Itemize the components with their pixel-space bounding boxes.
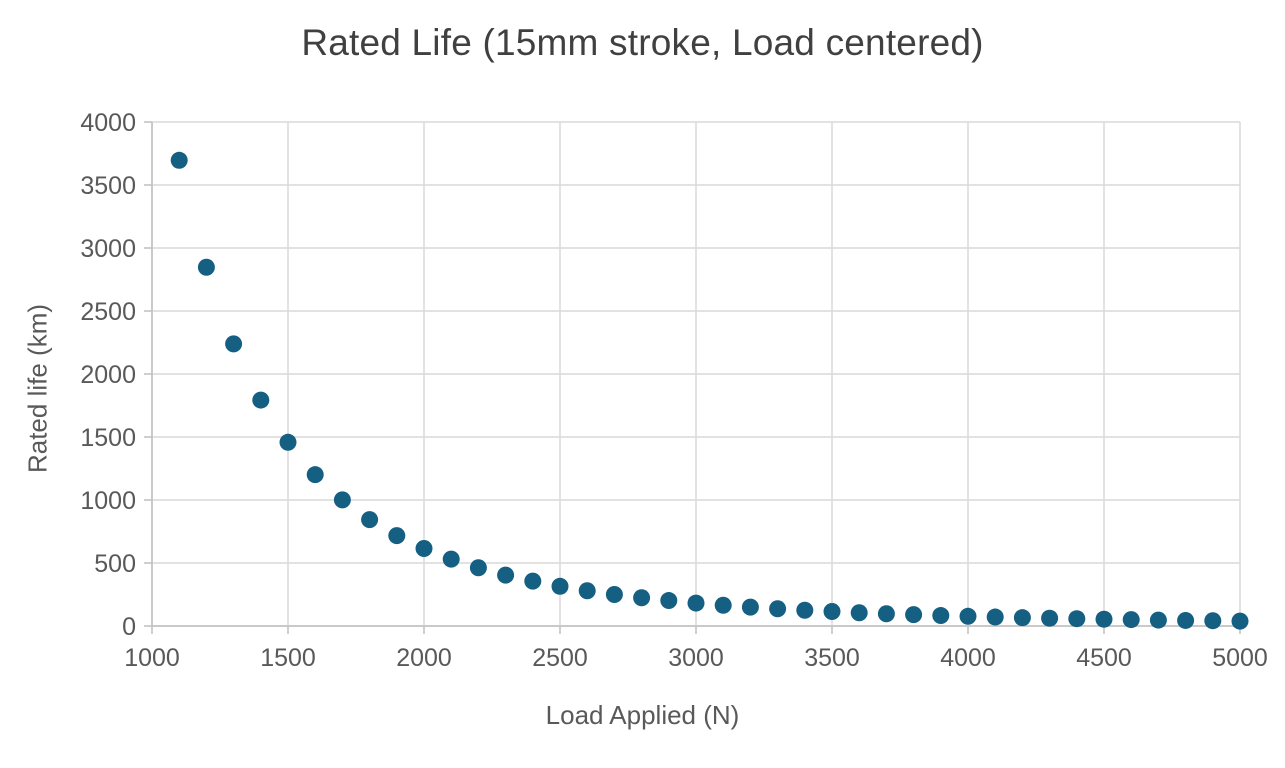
data-point bbox=[1095, 610, 1113, 628]
data-point bbox=[1068, 610, 1086, 628]
data-point bbox=[905, 606, 923, 624]
y-tick-label: 1000 bbox=[80, 487, 136, 515]
data-point bbox=[279, 433, 297, 451]
data-point bbox=[1231, 612, 1249, 630]
x-tick-label: 5000 bbox=[1212, 644, 1268, 672]
data-point bbox=[769, 600, 787, 618]
data-point bbox=[333, 491, 351, 509]
data-point bbox=[252, 391, 270, 409]
y-tick-label: 1500 bbox=[80, 424, 136, 452]
x-axis-title: Load Applied (N) bbox=[545, 700, 740, 730]
data-point bbox=[170, 151, 188, 169]
data-point bbox=[524, 572, 542, 590]
data-point bbox=[932, 607, 950, 625]
data-point bbox=[633, 589, 651, 607]
x-tick-label: 2500 bbox=[532, 644, 588, 672]
data-point bbox=[197, 258, 215, 276]
y-tick-label: 4000 bbox=[80, 109, 136, 137]
y-tick-label: 3500 bbox=[80, 172, 136, 200]
data-point bbox=[388, 527, 406, 545]
data-point bbox=[1122, 611, 1140, 629]
data-point bbox=[741, 598, 759, 616]
data-point bbox=[1204, 612, 1222, 630]
x-tick-label: 3500 bbox=[804, 644, 860, 672]
data-point bbox=[1149, 611, 1167, 629]
data-point bbox=[469, 559, 487, 577]
x-tick-label: 1000 bbox=[124, 644, 180, 672]
y-tick-label: 0 bbox=[122, 613, 136, 641]
data-point bbox=[1177, 611, 1195, 629]
data-point bbox=[578, 582, 596, 600]
x-tick-label: 3000 bbox=[668, 644, 724, 672]
x-tick-label: 4500 bbox=[1076, 644, 1132, 672]
data-point bbox=[687, 594, 705, 612]
data-point bbox=[442, 550, 460, 568]
data-point bbox=[714, 596, 732, 614]
x-tick-label: 1500 bbox=[260, 644, 316, 672]
data-point bbox=[306, 466, 324, 484]
x-tick-label: 2000 bbox=[396, 644, 452, 672]
data-point bbox=[551, 577, 569, 595]
y-tick-label: 2000 bbox=[80, 361, 136, 389]
data-point bbox=[850, 604, 868, 622]
data-point bbox=[796, 601, 814, 619]
y-tick-label: 3000 bbox=[80, 235, 136, 263]
x-tick-label: 4000 bbox=[940, 644, 996, 672]
data-point bbox=[986, 608, 1004, 626]
data-point bbox=[1041, 609, 1059, 627]
data-point bbox=[605, 586, 623, 603]
chart-title: Rated Life (15mm stroke, Load centered) bbox=[301, 22, 984, 63]
y-tick-label: 2500 bbox=[80, 298, 136, 326]
data-point bbox=[497, 566, 515, 584]
data-point bbox=[1013, 609, 1031, 627]
data-point bbox=[225, 335, 243, 353]
data-point bbox=[959, 607, 977, 625]
data-point bbox=[660, 592, 678, 610]
data-point bbox=[823, 603, 841, 621]
data-point bbox=[877, 605, 895, 623]
y-tick-label: 500 bbox=[94, 550, 136, 578]
data-point bbox=[415, 540, 433, 558]
data-point bbox=[361, 511, 379, 529]
